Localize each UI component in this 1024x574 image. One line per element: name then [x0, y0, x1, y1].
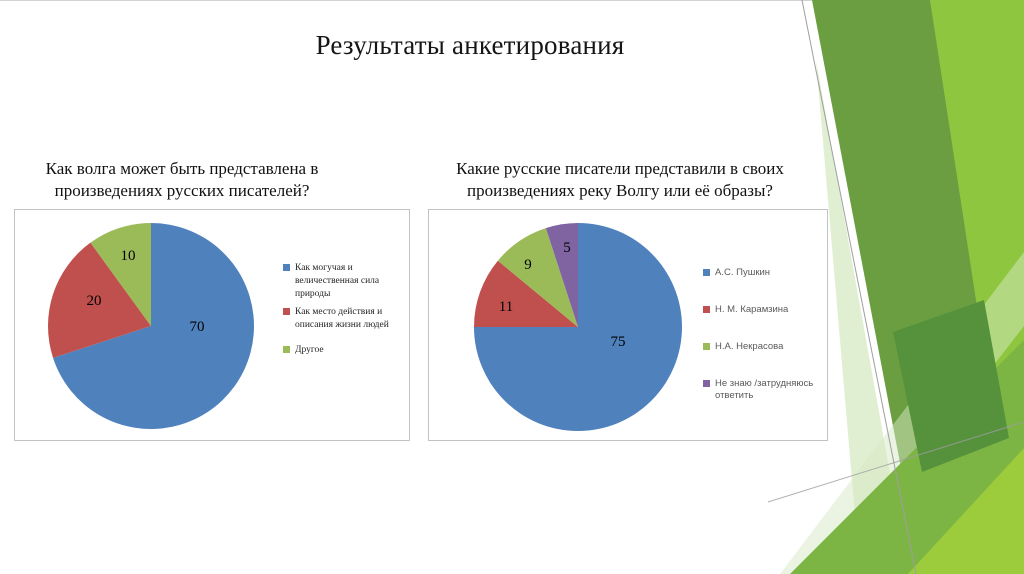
legend-swatch [703, 269, 710, 276]
legend-swatch [703, 380, 710, 387]
pie-slice-left-0[interactable] [53, 223, 254, 429]
legend-item[interactable]: Как могучая и величественная сила природ… [283, 262, 407, 301]
legend-swatch [283, 346, 290, 353]
pie-chart-left[interactable]: 70 20 10 Как могучая и величественная сила… [14, 209, 410, 441]
legend-label: Другое [295, 345, 324, 355]
legend-label: Не знаю /затрудняюсь ответить [715, 378, 814, 401]
pie-slice-right-1[interactable] [474, 260, 578, 327]
legend-label: Как могучая и величественная сила природ… [295, 263, 380, 299]
chart-title-right-line1: Какие русские писатели представили в сво… [456, 159, 784, 178]
legend-swatch [283, 308, 290, 315]
legend-item[interactable]: Другое [283, 344, 407, 357]
pie-slice-right-3[interactable] [545, 223, 578, 327]
legend-label: Как место действия и описания жизни люде… [295, 307, 389, 330]
pie-data-label: 11 [499, 299, 513, 315]
chart-title-left[interactable]: Как волга может быть представлена в прои… [12, 158, 352, 203]
legend-item[interactable]: Н. М. Карамзина [703, 304, 825, 316]
pie-slice-left-1[interactable] [47, 242, 152, 358]
chart-title-right[interactable]: Какие русские писатели представили в сво… [430, 158, 810, 203]
top-border-line [0, 0, 1024, 1]
pie-slice-right-2[interactable] [497, 228, 578, 327]
decor-triangle-dark [812, 0, 1002, 505]
legend-item[interactable]: Не знаю /затрудняюсь ответить [703, 378, 825, 402]
pie-plot-right: 75 11 9 5 [474, 223, 682, 431]
slide-title[interactable]: Результаты анкетирования [315, 30, 625, 60]
decor-triangle-bright [930, 0, 1024, 574]
legend-right: А.С. Пушкин Н. М. Карамзина Н.А. Некрасова… [703, 267, 825, 427]
decor-triangle-pale-sliver [816, 60, 908, 574]
chart-title-left-line1: Как волга может быть представлена в [45, 159, 319, 178]
decor-triangle-lime [908, 448, 1024, 574]
legend-label: Н. М. Карамзина [715, 304, 789, 315]
pie-data-label: 75 [611, 334, 626, 350]
pie-data-label: 70 [190, 319, 205, 335]
chart-title-right-line2: произведениях реку Волгу или её образы? [467, 181, 773, 201]
pie-chart-right[interactable]: 75 11 9 5 А.С. Пушкин Н. М. Карамзина Н.А. Не… [428, 209, 828, 441]
legend-swatch [283, 264, 290, 271]
pie-slice-left-2[interactable] [90, 223, 151, 326]
legend-swatch [703, 306, 710, 313]
legend-item[interactable]: А.С. Пушкин [703, 267, 825, 279]
chart-title-left-line2: произведениях русских писателей? [54, 181, 310, 201]
legend-item[interactable]: Как место действия и описания жизни люде… [283, 306, 407, 332]
legend-label: А.С. Пушкин [715, 267, 771, 278]
pie-data-label: 20 [87, 293, 102, 309]
legend-swatch [703, 343, 710, 350]
legend-label: Н.А. Некрасова [715, 341, 784, 352]
legend-item[interactable]: Н.А. Некрасова [703, 341, 825, 353]
pie-plot-left: 70 20 10 [47, 223, 254, 429]
legend-left: Как могучая и величественная сила природ… [283, 262, 407, 362]
decor-diamond-deep [893, 300, 1009, 472]
pie-data-label: 5 [563, 240, 571, 256]
pie-data-label: 9 [524, 257, 532, 273]
pie-data-label: 10 [121, 248, 136, 264]
